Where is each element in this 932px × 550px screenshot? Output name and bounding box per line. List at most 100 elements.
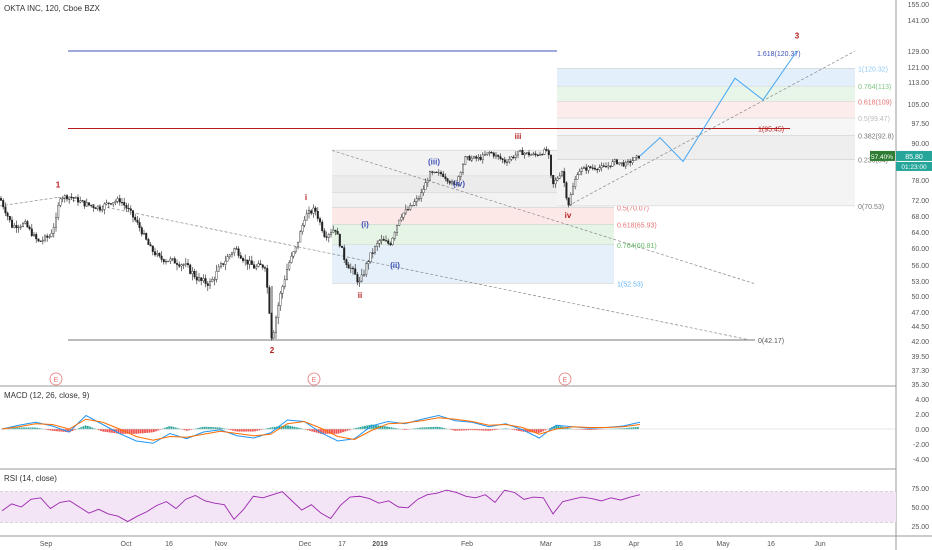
price-axis-tick: 42.00 [911,339,929,346]
macd-histogram-bar [467,429,470,431]
macd-histogram-bar [234,429,237,432]
candle [411,205,414,207]
candle [279,293,282,306]
candle [420,192,423,199]
candle [369,252,372,262]
candle [341,245,344,248]
macd-histogram-bar [586,429,589,430]
candle [435,171,438,174]
macd-histogram-bar [511,429,514,430]
candle [475,156,478,159]
macd-histogram-bar [221,427,223,430]
candle [462,164,465,173]
macd-histogram-bar [150,429,153,433]
candle [565,182,568,199]
last-price-tag [896,150,932,161]
macd-histogram-bar [515,429,518,431]
macd-histogram-bar [309,429,311,431]
candle [138,222,141,228]
macd-histogram-bar [559,426,562,430]
macd-histogram-bar [390,427,393,430]
candle [28,226,31,230]
macd-histogram-bar [267,428,270,430]
candle [30,228,33,236]
earnings-event-label: E [54,377,59,384]
candle [308,210,311,214]
candle [123,202,126,206]
macd-histogram-bar [456,429,459,431]
candle [574,179,577,188]
candle [224,260,227,265]
candle [635,155,638,158]
candle [226,256,229,262]
macd-histogram-bar [339,429,342,433]
macd-histogram-bar [16,427,19,430]
candle [79,200,82,203]
candle [208,281,211,286]
candle [59,198,62,206]
candle [611,161,614,167]
candle [371,252,374,254]
candle [191,271,194,274]
macd-histogram-bar [513,429,516,431]
macd-histogram-bar [518,429,520,431]
macd-histogram-bar [632,427,635,430]
candle [431,171,434,173]
candle [182,264,185,266]
candle [120,201,123,204]
fib-extension-band [557,68,855,87]
candle [178,264,181,267]
candle [48,236,51,238]
candle [616,159,619,165]
macd-histogram-bar [47,429,50,431]
macd-histogram-bar [348,429,351,431]
candle [162,259,165,262]
elliott-subwave-label: (i) [361,220,369,229]
candle [488,152,491,154]
macd-histogram-bar [421,427,424,430]
candle [629,160,632,163]
macd-histogram-bar [333,429,336,434]
macd-histogram-bar [205,426,208,430]
macd-histogram-bar [346,429,349,431]
candle [116,198,119,202]
earnings-event-label: E [563,377,568,384]
time-axis-tick: Dec [299,541,312,548]
candle [402,212,405,218]
last-price-badge [870,150,895,161]
candle [72,197,75,199]
macd-histogram-bar [249,429,252,432]
candle [4,206,7,214]
macd-histogram-bar [159,429,162,430]
fib-extension-label: 0.236(84) [858,158,888,165]
candle [6,212,9,217]
candle [633,157,636,161]
macd-histogram-bar [51,429,54,431]
candle [558,175,561,179]
candle [37,238,40,242]
candle [39,240,42,242]
candle [468,156,471,161]
candle [624,161,627,167]
last-price-label: 85.80 [905,154,923,161]
elliott-wave-label: iii [515,132,522,141]
time-axis-tick: Feb [461,541,473,548]
macd-histogram-bar [14,427,17,430]
candle [367,261,370,264]
macd-histogram-bar [630,427,633,430]
candle [336,231,339,235]
candle [413,201,416,206]
candle [303,219,306,226]
countdown-tag [896,161,932,171]
candle [451,181,454,184]
candle [246,259,249,265]
macd-histogram-bar [289,425,292,430]
macd-histogram-bar [476,429,479,431]
candle [481,154,484,160]
macd-histogram-bar [23,427,25,430]
candle [396,225,399,233]
candle [292,251,295,257]
candle [33,234,36,236]
macd-histogram-bar [25,427,28,430]
